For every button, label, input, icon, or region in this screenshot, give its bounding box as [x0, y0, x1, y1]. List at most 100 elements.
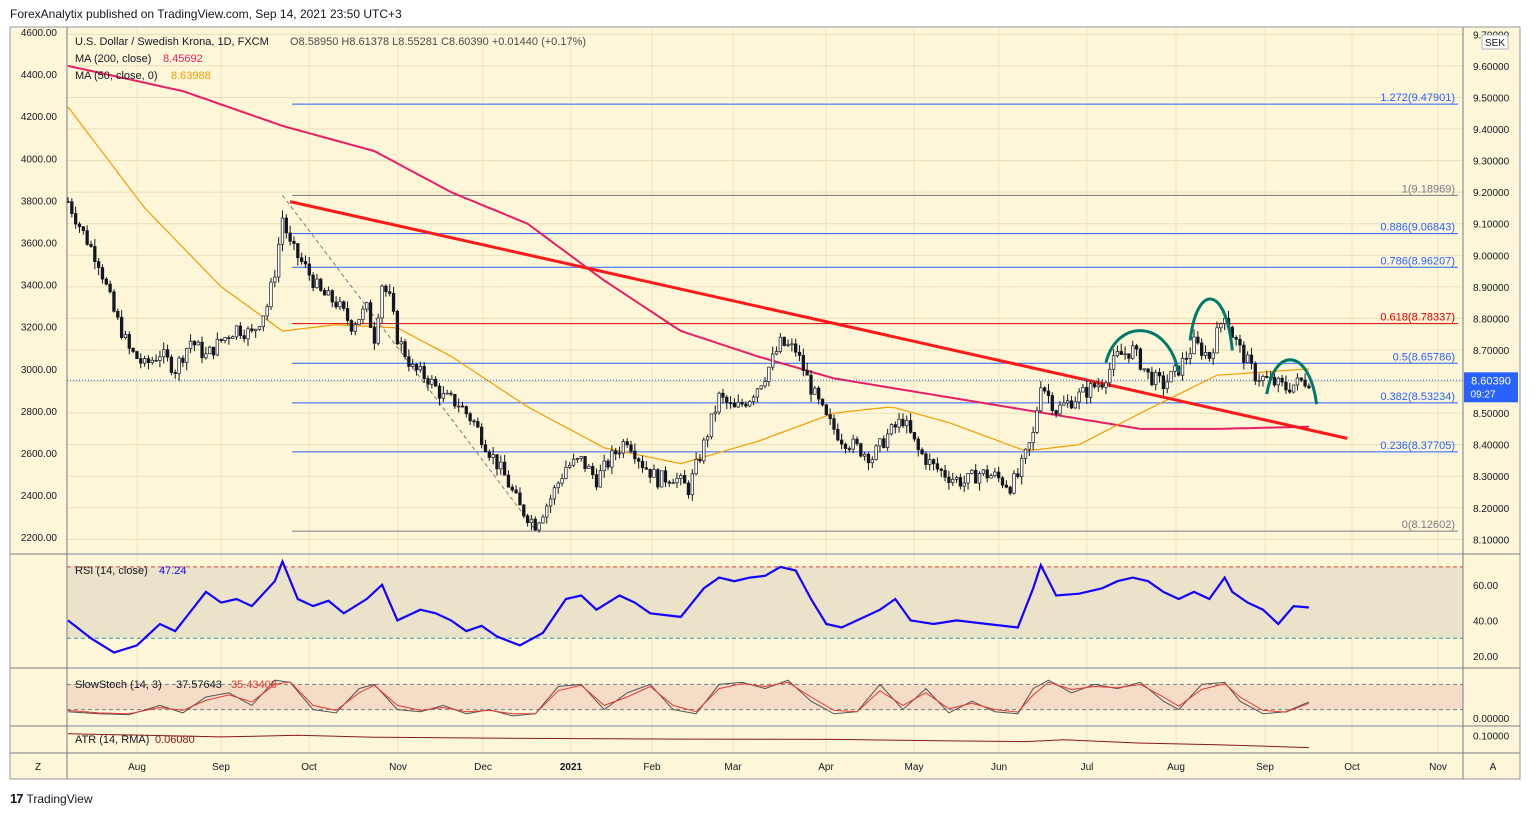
atr-pane[interactable] [67, 727, 1463, 753]
candle [740, 401, 744, 405]
candle [1211, 352, 1215, 359]
candle [905, 420, 909, 427]
price-badge-countdown: 09:27 [1470, 389, 1495, 400]
candle [108, 283, 112, 293]
candle [1219, 323, 1223, 329]
candle [1180, 357, 1185, 376]
candle [709, 413, 714, 438]
candle [384, 285, 388, 293]
candle [736, 401, 740, 408]
candle [529, 518, 534, 524]
candle [1207, 352, 1211, 359]
candle [277, 243, 281, 278]
candle [273, 276, 277, 283]
candle [621, 441, 625, 454]
candle [801, 355, 806, 371]
candle [476, 421, 480, 428]
candle [1188, 353, 1192, 360]
stoch-tick-label: 0.00000 [1473, 714, 1510, 725]
candle [292, 240, 296, 244]
fib-level-label: 0.886(9.06843) [1380, 222, 1455, 234]
candle [307, 263, 311, 276]
candle [227, 337, 231, 339]
candle [407, 356, 411, 367]
candle [353, 324, 357, 332]
price-pane[interactable] [67, 27, 1463, 553]
candle [989, 475, 993, 479]
candle [533, 518, 537, 531]
right-tick-label: 9.50000 [1473, 93, 1510, 104]
candle [786, 344, 790, 347]
candle [426, 378, 430, 385]
rsi-label: RSI (14, close) [75, 565, 148, 577]
candle [472, 420, 476, 423]
candle [1284, 381, 1288, 391]
candle [751, 396, 756, 402]
candle [637, 458, 641, 462]
time-tick-label: Sep [212, 762, 230, 773]
candle [1265, 375, 1269, 378]
time-axis[interactable] [10, 753, 1520, 779]
candle [487, 451, 491, 458]
candle [1039, 387, 1043, 412]
legend-ma50-value: 8.63988 [171, 70, 211, 82]
candle [943, 470, 947, 478]
candle [303, 261, 308, 265]
candle [901, 418, 905, 427]
rsi-line [67, 558, 1310, 654]
candle [1123, 353, 1127, 356]
candle [625, 441, 629, 446]
candle [204, 353, 208, 359]
candle [935, 463, 940, 470]
candle [177, 357, 181, 374]
time-tick-label: Aug [1167, 762, 1185, 773]
candle [100, 267, 105, 280]
candle [403, 341, 407, 358]
candle [231, 336, 235, 339]
candle [1169, 370, 1173, 383]
candle [970, 469, 974, 474]
candle [583, 456, 587, 469]
candle [713, 411, 717, 415]
candle [93, 246, 97, 262]
axis-button-left[interactable]: Z [35, 762, 41, 773]
candle [460, 405, 465, 408]
right-tick-label: 8.30000 [1473, 472, 1510, 483]
candle [614, 450, 618, 455]
candle [395, 311, 400, 345]
candle [548, 498, 553, 507]
candle [1257, 380, 1261, 382]
candle [1035, 410, 1039, 433]
candle [1004, 484, 1008, 488]
candle [594, 474, 599, 488]
right-tick-label: 8.50000 [1473, 409, 1510, 420]
candle [162, 349, 166, 358]
right-tick-label: 8.90000 [1473, 283, 1510, 294]
candle [330, 290, 334, 303]
candle [966, 473, 970, 484]
candle [192, 340, 197, 346]
left-tick-label: 4000.00 [21, 154, 58, 165]
candle [571, 458, 576, 466]
candle [119, 316, 124, 339]
candle [158, 356, 162, 361]
candle [797, 351, 802, 356]
stoch-d-value: 35.43408 [231, 679, 277, 691]
axis-button-right[interactable]: A [1490, 762, 1497, 773]
right-tick-label: 9.40000 [1473, 125, 1510, 136]
currency-label: SEK [1485, 38, 1505, 49]
candle [81, 226, 85, 232]
candle [196, 341, 200, 346]
candle [851, 438, 855, 450]
candle [338, 301, 342, 308]
candle [591, 466, 595, 476]
candle [1092, 383, 1097, 388]
candle [123, 334, 128, 339]
candle [667, 481, 671, 484]
left-axis[interactable] [10, 27, 67, 753]
candle [1108, 368, 1112, 384]
candle [725, 396, 729, 404]
candle [491, 454, 495, 458]
candle [659, 470, 664, 488]
